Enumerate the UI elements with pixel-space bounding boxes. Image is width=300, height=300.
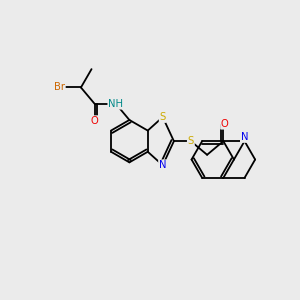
Text: NH: NH — [108, 99, 123, 109]
Text: O: O — [221, 119, 229, 129]
Text: O: O — [91, 116, 98, 126]
Text: N: N — [241, 132, 248, 142]
Text: Br: Br — [54, 82, 65, 92]
Text: S: S — [160, 112, 166, 122]
Text: N: N — [159, 160, 166, 170]
Text: S: S — [188, 136, 194, 146]
